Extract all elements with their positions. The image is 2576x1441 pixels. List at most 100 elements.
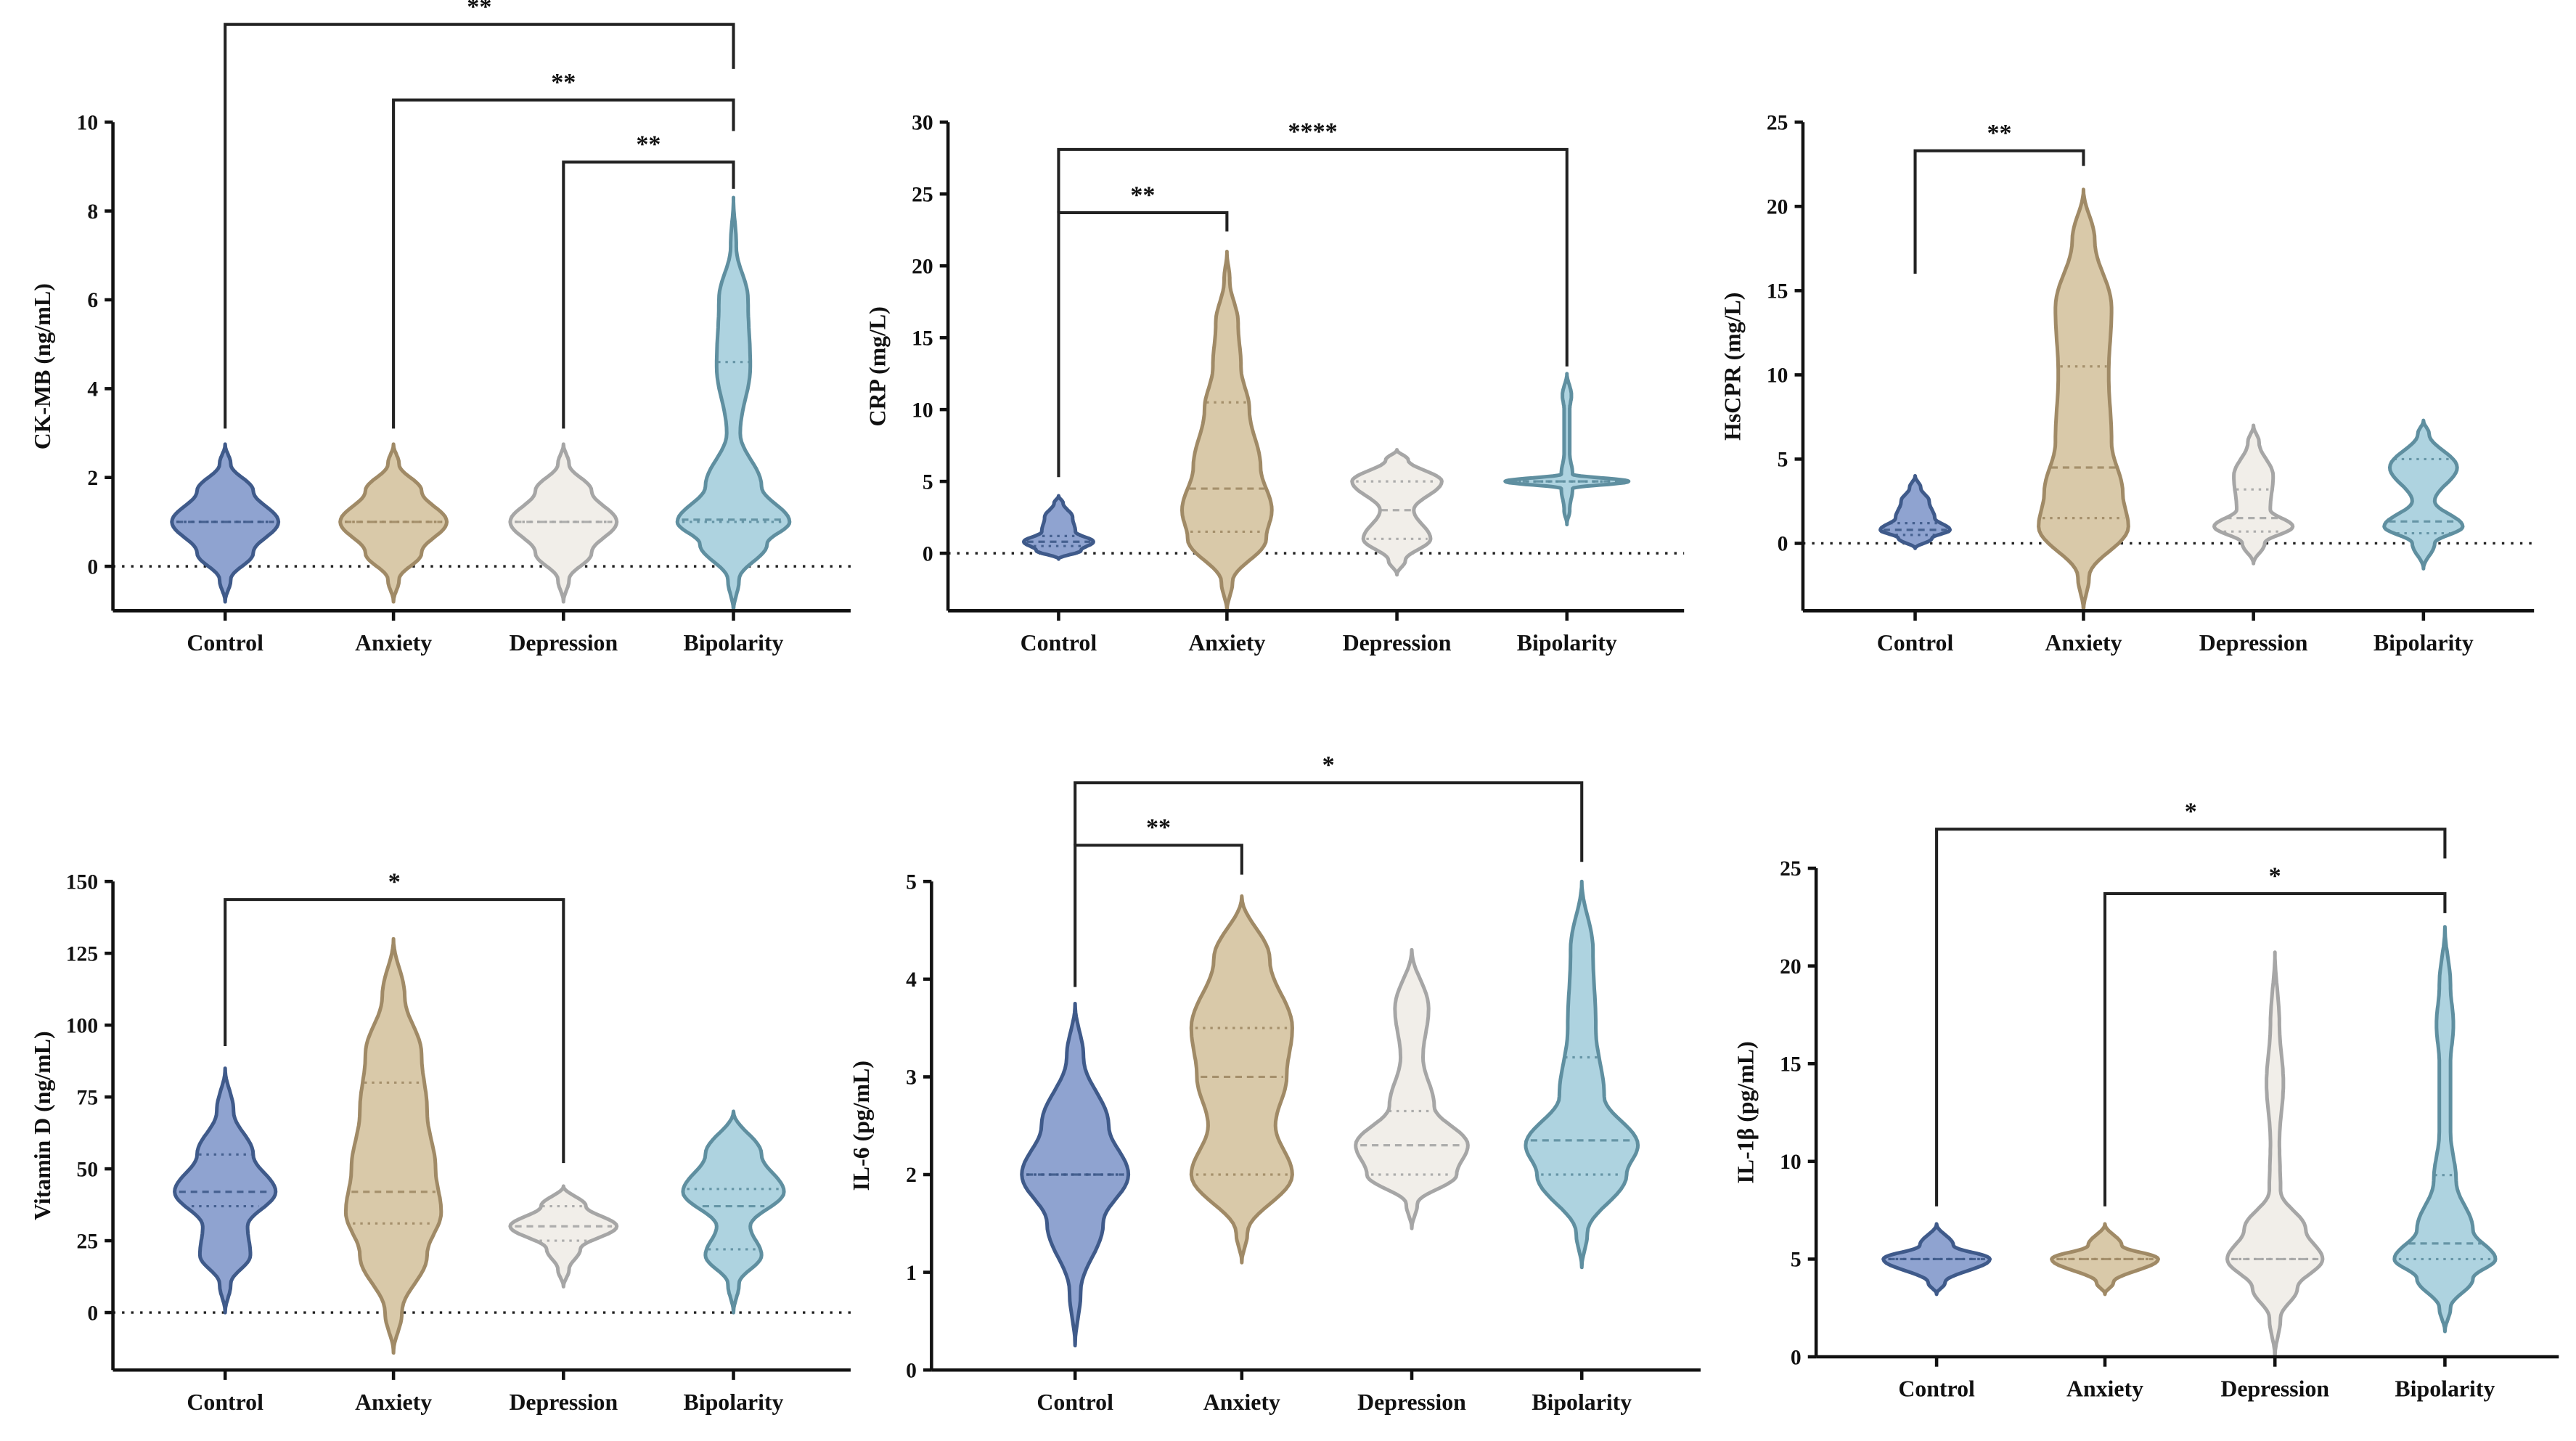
significance-bracket	[224, 23, 735, 429]
x-tick-label-depression: Depression	[2220, 1376, 2329, 1402]
y-tick-label: 25	[912, 183, 933, 206]
y-tick-label: 6	[87, 289, 98, 312]
y-axis-label: CK-MB (ng/mL)	[30, 283, 55, 449]
significance-label: *	[2185, 799, 2197, 825]
x-tick-label-bipolarity: Bipolarity	[2395, 1376, 2495, 1402]
x-tick-label-anxiety: Anxiety	[1203, 1389, 1280, 1415]
y-tick-label: 25	[1767, 111, 1788, 134]
y-tick-label: 4	[87, 378, 98, 401]
violin-depression	[2225, 950, 2325, 1359]
violin-bipolarity	[1524, 879, 1640, 1270]
y-tick-label: 8	[87, 200, 98, 224]
x-tick-label-control: Control	[187, 630, 263, 656]
violin-anxiety	[2037, 187, 2130, 613]
significance-label: **	[636, 131, 661, 158]
y-tick-label: 75	[77, 1086, 99, 1109]
y-tick-label: 0	[906, 1359, 917, 1382]
y-tick-label: 15	[1767, 280, 1788, 303]
chart-panel-1: 0 2 4 6 8 10 Control Anxiety Depression Bipolarit…	[30, 0, 851, 656]
y-tick-label: 0	[87, 1302, 98, 1325]
y-tick-label: 4	[906, 968, 917, 992]
significance-label: **	[1130, 181, 1155, 208]
significance-bracket	[1057, 147, 1569, 367]
y-tick-label: 25	[77, 1230, 99, 1253]
chart-panel-3: 0 5 10 15 20 25 Control Anxiety Depression Bipola…	[1720, 111, 2535, 656]
x-tick-label-control: Control	[1877, 630, 1954, 656]
significance-label: *	[1322, 752, 1335, 779]
y-tick-label: 10	[1780, 1151, 1802, 1174]
x-tick-label-depression: Depression	[1343, 630, 1452, 656]
y-tick-label: 25	[1780, 857, 1802, 881]
chart-panel-2: 0 5 10 15 20 25 30 Control Anxiety Depression Bipo…	[865, 111, 1685, 656]
y-tick-label: 5	[906, 870, 917, 894]
y-tick-label: 15	[912, 327, 933, 350]
y-tick-label: 5	[1791, 1249, 1802, 1272]
y-tick-label: 30	[912, 111, 933, 134]
violin-bipolarity	[2392, 925, 2498, 1334]
y-axis-label: HsCPR (mg/L)	[1720, 293, 1746, 441]
x-tick-label-anxiety: Anxiety	[2045, 630, 2122, 656]
x-tick-label-bipolarity: Bipolarity	[2373, 630, 2474, 656]
y-axis-label: IL-6 (pg/mL)	[849, 1061, 874, 1191]
violin-depression	[2212, 423, 2295, 566]
chart-panel-6: 0 5 10 15 20 25 Control Anxiety Depression Bipola…	[1733, 799, 2559, 1402]
x-tick-label-bipolarity: Bipolarity	[684, 1389, 784, 1415]
significance-label: *	[2269, 862, 2281, 889]
significance-bracket	[562, 160, 735, 429]
y-tick-label: 20	[1780, 955, 1802, 979]
violin-bipolarity	[681, 1109, 786, 1315]
x-tick-label-depression: Depression	[509, 630, 618, 656]
y-tick-label: 100	[66, 1014, 98, 1037]
y-tick-label: 1	[906, 1262, 917, 1285]
y-tick-label: 0	[1778, 533, 1788, 556]
violin-control	[1021, 494, 1095, 561]
violin-bipolarity	[2382, 418, 2465, 571]
x-tick-label-bipolarity: Bipolarity	[1517, 630, 1617, 656]
y-tick-label: 10	[77, 111, 99, 134]
violin-anxiety	[343, 936, 443, 1355]
x-tick-label-control: Control	[1021, 630, 1097, 656]
significance-bracket	[224, 898, 565, 1164]
significance-label: **	[467, 0, 491, 20]
x-tick-label-bipolarity: Bipolarity	[684, 630, 784, 656]
significance-bracket	[1913, 149, 2085, 274]
y-axis-label: Vitamin D (ng/mL)	[30, 1031, 55, 1220]
violin-control	[1878, 474, 1953, 550]
y-tick-label: 5	[1778, 449, 1788, 472]
violin-control	[173, 1066, 278, 1315]
x-tick-label-anxiety: Anxiety	[1188, 630, 1265, 656]
violin-bipolarity	[675, 195, 792, 613]
chart-panel-5: 0 1 2 3 4 5 Control Anxiety Depression Bipolarity…	[849, 752, 1701, 1415]
y-tick-label: 15	[1780, 1053, 1802, 1076]
y-tick-label: 2	[87, 467, 98, 490]
chart-panel-4: 0 25 50 75 100 125 150 Control Anxiety Depression…	[30, 868, 851, 1415]
significance-bracket	[392, 98, 735, 429]
significance-label: **	[1146, 815, 1171, 841]
y-axis-label: IL-1β (pg/mL)	[1733, 1041, 1759, 1183]
y-tick-label: 2	[906, 1164, 917, 1187]
violin-depression	[1350, 448, 1444, 577]
violin-depression	[508, 1184, 619, 1289]
significance-label: ****	[1288, 118, 1338, 145]
significance-bracket	[1074, 781, 1584, 862]
significance-label: **	[551, 69, 576, 96]
x-tick-label-anxiety: Anxiety	[2066, 1376, 2143, 1402]
y-tick-label: 20	[912, 255, 933, 278]
violin-depression	[1354, 947, 1470, 1230]
y-tick-label: 20	[1767, 196, 1788, 219]
x-tick-label-control: Control	[187, 1389, 263, 1415]
x-tick-label-depression: Depression	[1357, 1389, 1466, 1415]
y-tick-label: 3	[906, 1066, 917, 1090]
significance-label: **	[1987, 120, 2011, 147]
y-tick-label: 5	[923, 470, 933, 494]
y-tick-label: 50	[77, 1158, 99, 1181]
x-tick-label-control: Control	[1036, 1389, 1113, 1415]
y-tick-label: 125	[66, 942, 98, 966]
x-tick-label-bipolarity: Bipolarity	[1532, 1389, 1632, 1415]
y-tick-label: 0	[1791, 1346, 1802, 1369]
significance-label: *	[388, 868, 401, 895]
violin-bipolarity	[1503, 372, 1631, 527]
significance-bracket	[1935, 828, 2447, 1207]
x-tick-label-anxiety: Anxiety	[355, 630, 432, 656]
